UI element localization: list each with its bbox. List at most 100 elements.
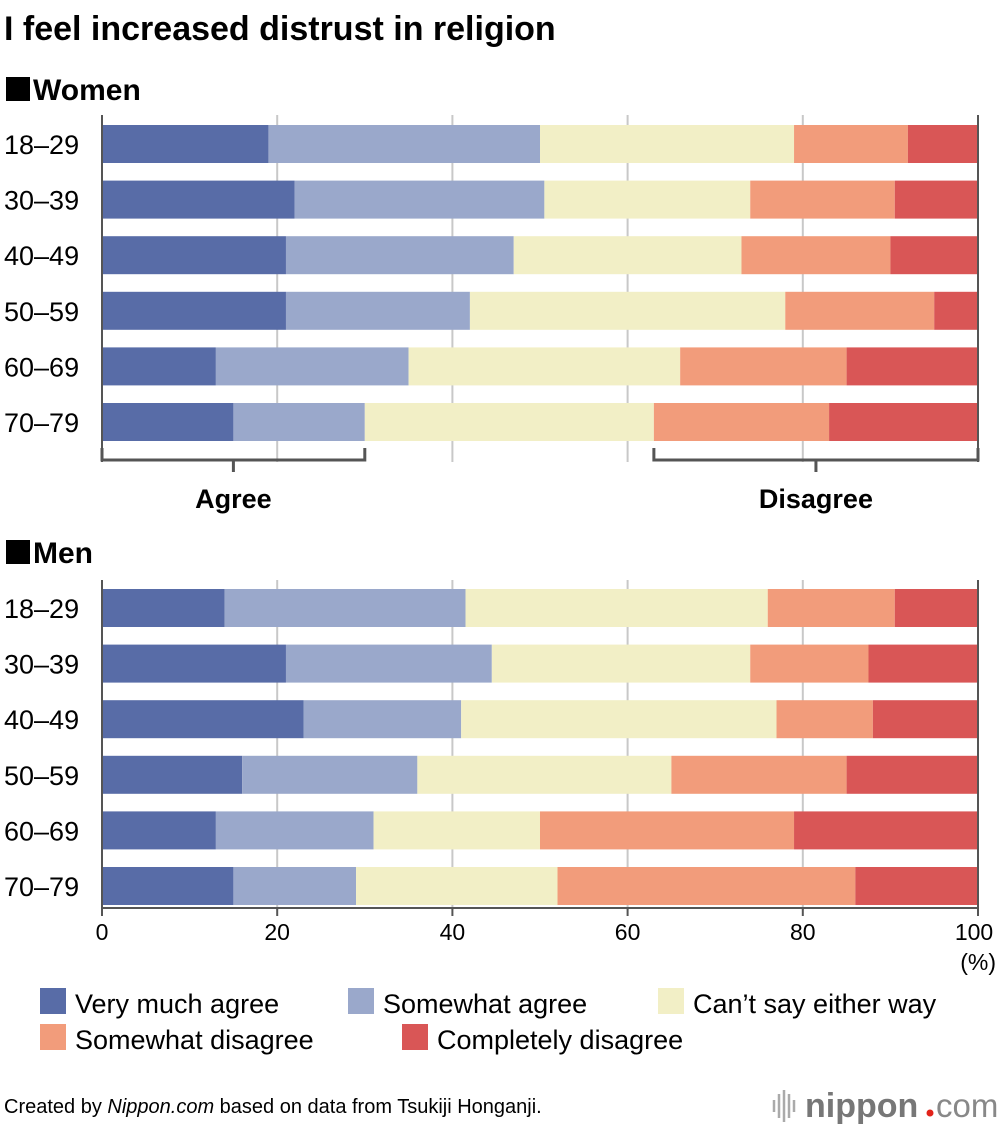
bar-segment: [829, 403, 978, 441]
bar-segment: [750, 180, 895, 219]
disagree-bracket: [652, 448, 980, 472]
bar-segment: [540, 811, 795, 850]
bar-segment: [846, 347, 978, 386]
bar-segment: [102, 755, 243, 794]
panel-square-icon: [6, 540, 30, 564]
bar-segment: [855, 867, 978, 905]
x-tick-label: 40: [440, 919, 466, 945]
x-tick-label: 0: [96, 919, 109, 945]
category-label: 60–69: [4, 816, 79, 846]
legend-label: Somewhat agree: [383, 989, 587, 1019]
x-tick-label: 80: [790, 919, 816, 945]
footer-prefix: Created by: [4, 1096, 107, 1118]
bar-segment: [868, 644, 978, 683]
legend-swatch: [348, 988, 374, 1014]
bar-segment: [557, 867, 856, 905]
bar-segment: [890, 236, 978, 275]
bar-segment: [491, 644, 751, 683]
bar-segment: [102, 811, 216, 850]
panel-label: Men: [33, 537, 93, 570]
bar-segment: [364, 403, 654, 441]
category-label: 18–29: [4, 130, 79, 160]
nippon-logo: nippon: [805, 1087, 918, 1125]
footer-source-site: Nippon.com: [107, 1096, 214, 1118]
bar-segment: [776, 700, 873, 739]
bar-segment: [461, 700, 777, 739]
category-label: 40–49: [4, 705, 79, 735]
agree-annotation: Agree: [195, 484, 272, 514]
bar-segment: [671, 755, 847, 794]
legend-swatch: [40, 988, 66, 1014]
x-tick-label: 60: [615, 919, 641, 945]
bar-segment: [294, 180, 545, 219]
panel-label: Women: [33, 74, 141, 107]
bar-segment: [794, 125, 908, 163]
bar-segment: [540, 125, 795, 163]
bar-segment: [356, 867, 558, 905]
bar-segment: [794, 811, 978, 850]
agree-bracket: [100, 448, 367, 472]
bar-segment: [102, 180, 295, 219]
bar-segment: [750, 644, 869, 683]
bar-segment: [513, 236, 742, 275]
bar-segment: [102, 347, 216, 386]
bar-segment: [285, 291, 470, 330]
bar-segment: [102, 644, 286, 683]
legend-swatch: [40, 1024, 66, 1050]
bar-segment: [741, 236, 891, 275]
x-tick-label: 100: [955, 919, 993, 945]
legend-label: Very much agree: [75, 989, 279, 1019]
bar-segment: [653, 403, 830, 441]
bar-segment: [102, 291, 286, 330]
category-label: 30–39: [4, 650, 79, 680]
x-axis-unit: (%): [960, 949, 996, 975]
bar-segment: [215, 811, 374, 850]
bar-segment: [680, 347, 847, 386]
bar-segment: [102, 125, 269, 163]
bar-segment: [268, 125, 540, 163]
legend-swatch: [402, 1024, 428, 1050]
bar-segment: [872, 700, 978, 739]
legend-label: Can’t say either way: [693, 989, 937, 1019]
bar-segment: [102, 403, 234, 441]
bar-segment: [102, 700, 304, 739]
footer-suffix: based on data from Tsukiji Honganji.: [214, 1096, 542, 1118]
legend-label: Somewhat disagree: [75, 1025, 314, 1055]
bar-segment: [907, 125, 978, 163]
bar-segment: [408, 347, 681, 386]
category-label: 30–39: [4, 186, 79, 216]
category-label: 18–29: [4, 594, 79, 624]
bar-segment: [102, 867, 234, 905]
bar-segment: [242, 755, 418, 794]
bar-segment: [934, 291, 978, 330]
category-label: 70–79: [4, 872, 79, 902]
bar-segment: [846, 755, 978, 794]
bar-segment: [233, 867, 357, 905]
category-label: 60–69: [4, 352, 79, 382]
bar-segment: [102, 236, 286, 275]
bar-segment: [417, 755, 672, 794]
bar-segment: [785, 291, 935, 330]
chart-title: I feel increased distrust in religion: [4, 10, 556, 48]
bar-segment: [544, 180, 751, 219]
bar-segment: [303, 700, 462, 739]
bar-segment: [767, 589, 895, 627]
panel-square-icon: [6, 77, 30, 101]
category-label: 40–49: [4, 241, 79, 271]
category-label: 50–59: [4, 297, 79, 327]
category-label: 50–59: [4, 761, 79, 791]
legend-label: Completely disagree: [437, 1025, 683, 1055]
bar-segment: [285, 644, 492, 683]
bar-segment: [894, 180, 978, 219]
bar-segment: [469, 291, 786, 330]
nippon-logo-com: com: [936, 1087, 998, 1124]
x-tick-label: 20: [264, 919, 290, 945]
bar-segment: [373, 811, 540, 850]
bar-segment: [233, 403, 365, 441]
footer-credit: Created by Nippon.com based on data from…: [4, 1096, 542, 1118]
category-label: 70–79: [4, 408, 79, 438]
bar-segment: [215, 347, 409, 386]
bar-segment: [102, 589, 225, 627]
